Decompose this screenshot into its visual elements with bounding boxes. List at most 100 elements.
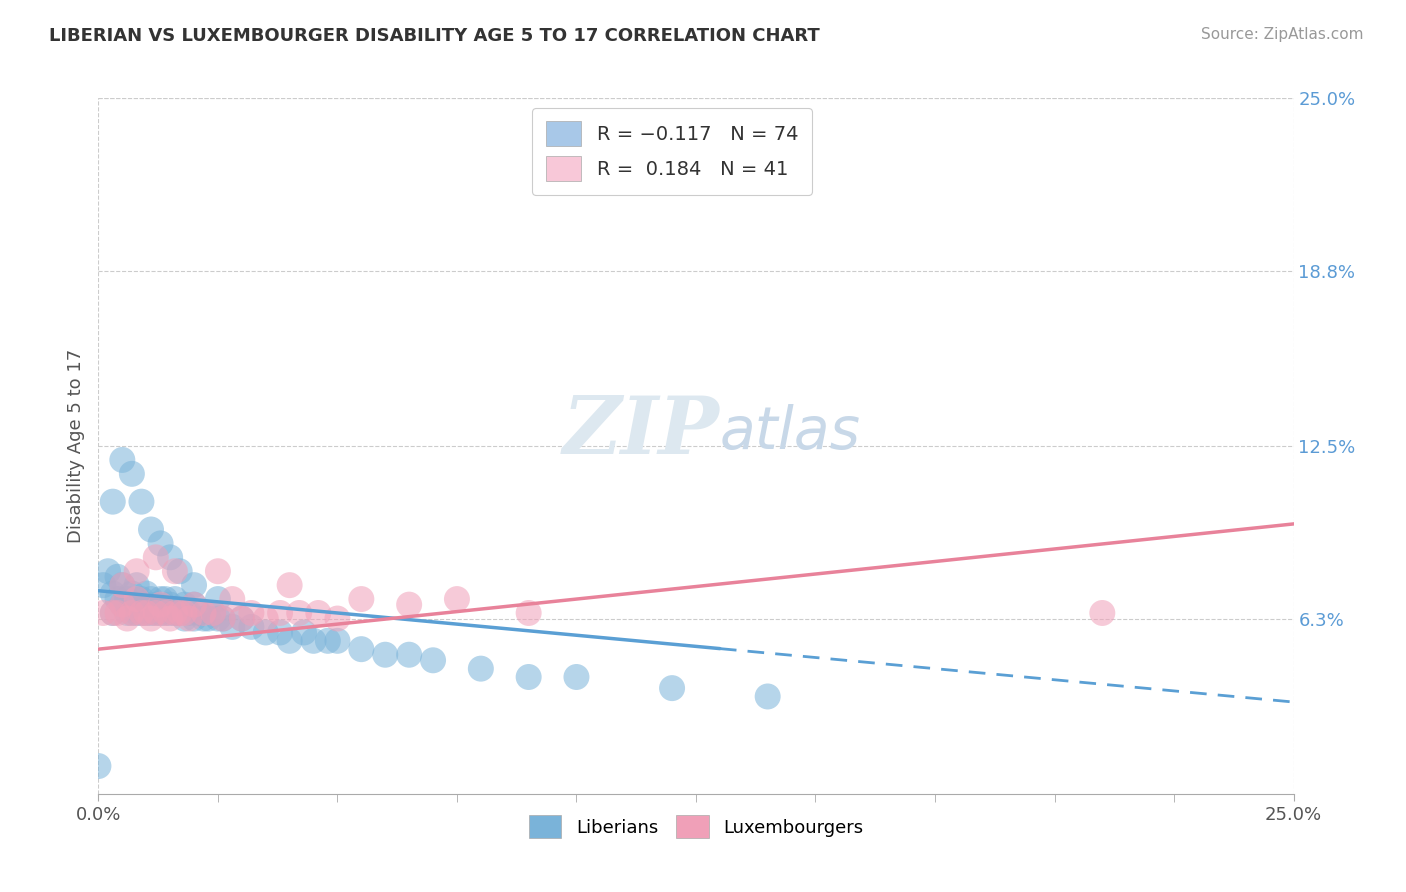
Point xyxy=(97,564,120,578)
Point xyxy=(254,611,277,625)
Point xyxy=(115,592,138,607)
Point xyxy=(139,606,162,620)
Point xyxy=(202,606,225,620)
Point xyxy=(350,642,373,657)
Point xyxy=(470,662,492,676)
Point xyxy=(173,611,195,625)
Point xyxy=(111,453,134,467)
Point xyxy=(163,592,186,607)
Point xyxy=(159,611,181,625)
Point xyxy=(326,611,349,625)
Text: LIBERIAN VS LUXEMBOURGER DISABILITY AGE 5 TO 17 CORRELATION CHART: LIBERIAN VS LUXEMBOURGER DISABILITY AGE … xyxy=(49,27,820,45)
Point xyxy=(202,606,225,620)
Point xyxy=(565,670,588,684)
Point xyxy=(139,523,162,537)
Legend: Liberians, Luxembourgers: Liberians, Luxembourgers xyxy=(520,806,872,847)
Point xyxy=(115,606,138,620)
Point xyxy=(121,606,143,620)
Point xyxy=(193,606,215,620)
Point xyxy=(107,606,129,620)
Point xyxy=(173,598,195,612)
Point xyxy=(145,606,167,620)
Point xyxy=(121,606,143,620)
Point xyxy=(211,611,233,625)
Point xyxy=(207,592,229,607)
Point xyxy=(326,633,349,648)
Point xyxy=(240,606,263,620)
Point xyxy=(221,592,243,607)
Point xyxy=(135,606,157,620)
Point xyxy=(91,578,114,592)
Point xyxy=(163,606,186,620)
Point xyxy=(101,494,124,508)
Point xyxy=(173,606,195,620)
Point xyxy=(422,653,444,667)
Text: atlas: atlas xyxy=(720,403,860,460)
Point xyxy=(398,648,420,662)
Point xyxy=(288,606,311,620)
Point xyxy=(169,564,191,578)
Point xyxy=(155,592,177,607)
Point xyxy=(149,592,172,607)
Point xyxy=(139,611,162,625)
Point xyxy=(135,606,157,620)
Point xyxy=(187,606,209,620)
Point xyxy=(517,670,540,684)
Point xyxy=(87,759,110,773)
Point xyxy=(155,606,177,620)
Point xyxy=(131,592,153,607)
Text: ZIP: ZIP xyxy=(562,393,720,471)
Point xyxy=(254,625,277,640)
Point xyxy=(661,681,683,695)
Point xyxy=(135,586,157,600)
Point xyxy=(159,550,181,565)
Point xyxy=(121,586,143,600)
Point xyxy=(278,578,301,592)
Point xyxy=(101,606,124,620)
Y-axis label: Disability Age 5 to 17: Disability Age 5 to 17 xyxy=(66,349,84,543)
Point xyxy=(149,606,172,620)
Point xyxy=(302,633,325,648)
Point xyxy=(115,611,138,625)
Point xyxy=(269,606,291,620)
Point xyxy=(183,578,205,592)
Point xyxy=(517,606,540,620)
Point xyxy=(211,611,233,625)
Point xyxy=(131,606,153,620)
Point xyxy=(149,536,172,550)
Point xyxy=(135,598,157,612)
Point xyxy=(101,586,124,600)
Point xyxy=(446,592,468,607)
Point xyxy=(131,606,153,620)
Point xyxy=(231,611,253,625)
Point xyxy=(316,633,339,648)
Point xyxy=(179,611,201,625)
Point xyxy=(125,564,148,578)
Point xyxy=(125,606,148,620)
Point xyxy=(231,611,253,625)
Point xyxy=(179,606,201,620)
Point xyxy=(269,625,291,640)
Point xyxy=(221,620,243,634)
Point xyxy=(163,564,186,578)
Point xyxy=(131,494,153,508)
Point xyxy=(350,592,373,607)
Point xyxy=(278,633,301,648)
Point xyxy=(240,620,263,634)
Point xyxy=(193,611,215,625)
Point xyxy=(107,570,129,584)
Point xyxy=(155,606,177,620)
Point xyxy=(125,598,148,612)
Point xyxy=(145,598,167,612)
Point xyxy=(183,598,205,612)
Point xyxy=(145,550,167,565)
Point xyxy=(159,598,181,612)
Point xyxy=(163,606,186,620)
Point xyxy=(111,598,134,612)
Point xyxy=(91,606,114,620)
Point xyxy=(101,606,124,620)
Point xyxy=(121,467,143,481)
Point xyxy=(398,598,420,612)
Point xyxy=(169,606,191,620)
Point xyxy=(183,598,205,612)
